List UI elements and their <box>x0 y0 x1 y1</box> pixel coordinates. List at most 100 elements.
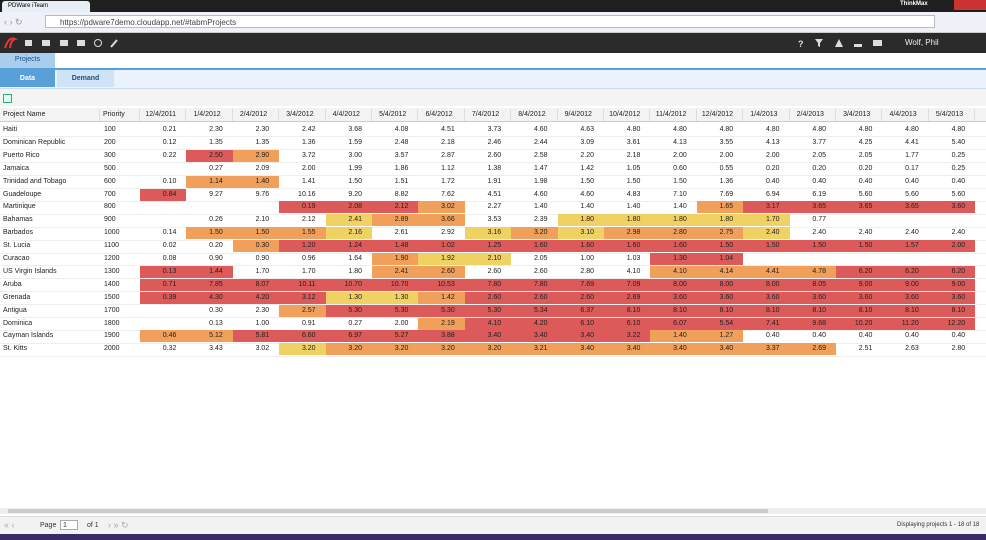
demand-cell: 9.00 <box>882 278 929 291</box>
demand-cell: 4.30 <box>186 291 233 304</box>
demand-cell: 4.10 <box>650 265 697 278</box>
demand-cell: 2.39 <box>533 216 548 224</box>
window-close[interactable] <box>954 0 986 10</box>
main-tabs: Projects <box>0 53 986 70</box>
column-header: 6/4/2012 <box>418 109 465 121</box>
demand-cell: 3.77 <box>812 138 826 146</box>
pager-next[interactable]: › » ↻ <box>108 520 129 530</box>
priority: 1000 <box>104 229 120 237</box>
demand-cell: 2.60 <box>511 291 558 304</box>
demand-cell: 2.46 <box>487 138 502 146</box>
sub-tab[interactable]: Demand <box>57 70 114 87</box>
user-name[interactable]: Wolf, Phil <box>905 38 939 47</box>
demand-cell: 1.72 <box>441 177 455 185</box>
demand-cell: 1.40 <box>580 203 594 211</box>
demand-cell: 2.12 <box>301 216 316 224</box>
demand-cell: 1.80 <box>557 214 604 227</box>
demand-cell: 4.63 <box>580 126 594 133</box>
browser-tab[interactable]: PDWare iTeam <box>2 1 90 12</box>
demand-cell: 3.60 <box>789 291 836 304</box>
demand-cell: 4.78 <box>789 265 836 278</box>
demand-cell: 0.40 <box>951 177 966 185</box>
column-header: 10/4/2012 <box>604 109 651 121</box>
toolbar-icons[interactable] <box>3 36 123 50</box>
demand-cell: 3.53 <box>487 216 502 224</box>
header-icons[interactable]: ? <box>795 36 885 50</box>
page-input[interactable]: 1 <box>60 520 78 530</box>
demand-cell: 1.50 <box>836 240 883 253</box>
project-name: Barbados <box>3 229 33 237</box>
header-row <box>0 108 986 122</box>
h-scrollbar[interactable] <box>0 508 986 514</box>
demand-cell: 6.94 <box>765 190 780 198</box>
demand-cell: 3.21 <box>511 343 558 356</box>
demand-cell: 3.60 <box>928 291 976 304</box>
demand-cell: 1.25 <box>464 240 512 253</box>
demand-cell: 2.18 <box>626 151 641 159</box>
demand-cell: 1.50 <box>673 177 687 185</box>
demand-cell: 1.98 <box>533 177 548 185</box>
url-field[interactable]: https://pdware7demo.cloudapp.net/#tabmPr… <box>45 15 935 28</box>
demand-cell: 5.30 <box>464 304 512 317</box>
demand-cell: 3.68 <box>348 126 362 133</box>
demand-cell: 0.25 <box>951 151 966 159</box>
pager-prev[interactable]: « ‹ <box>4 520 15 530</box>
demand-cell: 8.00 <box>696 278 744 291</box>
demand-cell: 5.60 <box>951 190 966 198</box>
demand-cell: 8.82 <box>394 190 409 198</box>
demand-cell: 3.60 <box>836 291 883 304</box>
demand-cell: 2.30 <box>255 306 270 314</box>
sub-tab-active[interactable]: Data <box>0 70 55 87</box>
demand-cell: 9.20 <box>348 190 362 198</box>
project-name: Jamaica <box>3 164 30 172</box>
project-name: St. Lucia <box>3 242 31 250</box>
demand-cell: 3.12 <box>279 291 326 304</box>
demand-cell: 2.09 <box>255 164 270 172</box>
demand-cell: 4.10 <box>626 267 641 275</box>
demand-cell: 2.80 <box>951 345 966 353</box>
demand-cell: 10.70 <box>325 278 372 291</box>
demand-cell: 1.00 <box>580 255 594 262</box>
taskbar <box>0 534 986 540</box>
demand-cell: 1.50 <box>232 227 280 240</box>
demand-cell: 2.58 <box>533 151 548 159</box>
demand-cell: 1.50 <box>626 177 641 185</box>
column-header: 8/4/2012 <box>511 109 558 121</box>
demand-cell: 1.64 <box>348 255 362 262</box>
demand-cell: 10.16 <box>298 190 316 198</box>
column-header: 2/4/2012 <box>233 109 280 121</box>
demand-cell: 1.30 <box>650 253 697 265</box>
demand-cell: 5.30 <box>418 304 465 317</box>
demand-cell: 5.40 <box>951 138 966 146</box>
demand-cell: 5.60 <box>905 190 919 198</box>
demand-cell: 4.80 <box>858 126 873 133</box>
nav-buttons[interactable]: ‹ › ↻ <box>4 17 23 27</box>
demand-cell: 3.37 <box>743 343 790 356</box>
export-icon[interactable] <box>3 94 12 103</box>
demand-cell: 2.20 <box>580 151 594 159</box>
demand-cell: 5.60 <box>858 190 873 198</box>
demand-cell: 1.99 <box>348 164 362 172</box>
demand-cell: 2.27 <box>487 203 502 211</box>
demand-cell: 7.09 <box>604 278 651 291</box>
priority: 1700 <box>104 306 120 314</box>
priority: 1300 <box>104 267 120 275</box>
sub-tabs: Data Demand <box>0 70 986 89</box>
demand-cell: 1.05 <box>626 164 641 172</box>
demand-cell: 1.91 <box>487 177 502 185</box>
demand-cell: 1.40 <box>650 330 697 343</box>
priority: 500 <box>104 164 116 172</box>
main-tab[interactable]: Projects <box>0 53 55 68</box>
demand-cell: 1.41 <box>301 177 316 185</box>
demand-cell: 1.50 <box>696 240 744 253</box>
demand-cell: 2.05 <box>533 255 548 262</box>
demand-cell: 3.55 <box>719 138 734 146</box>
row-divider <box>0 149 986 151</box>
demand-cell: 6.37 <box>557 304 604 317</box>
priority: 100 <box>104 126 116 133</box>
demand-cell: 6.10 <box>604 317 651 330</box>
demand-cell: 2.40 <box>951 229 966 237</box>
demand-cell: 2.60 <box>487 267 502 275</box>
column-header: 9/4/2012 <box>558 109 604 121</box>
demand-cell: 2.16 <box>325 227 372 240</box>
